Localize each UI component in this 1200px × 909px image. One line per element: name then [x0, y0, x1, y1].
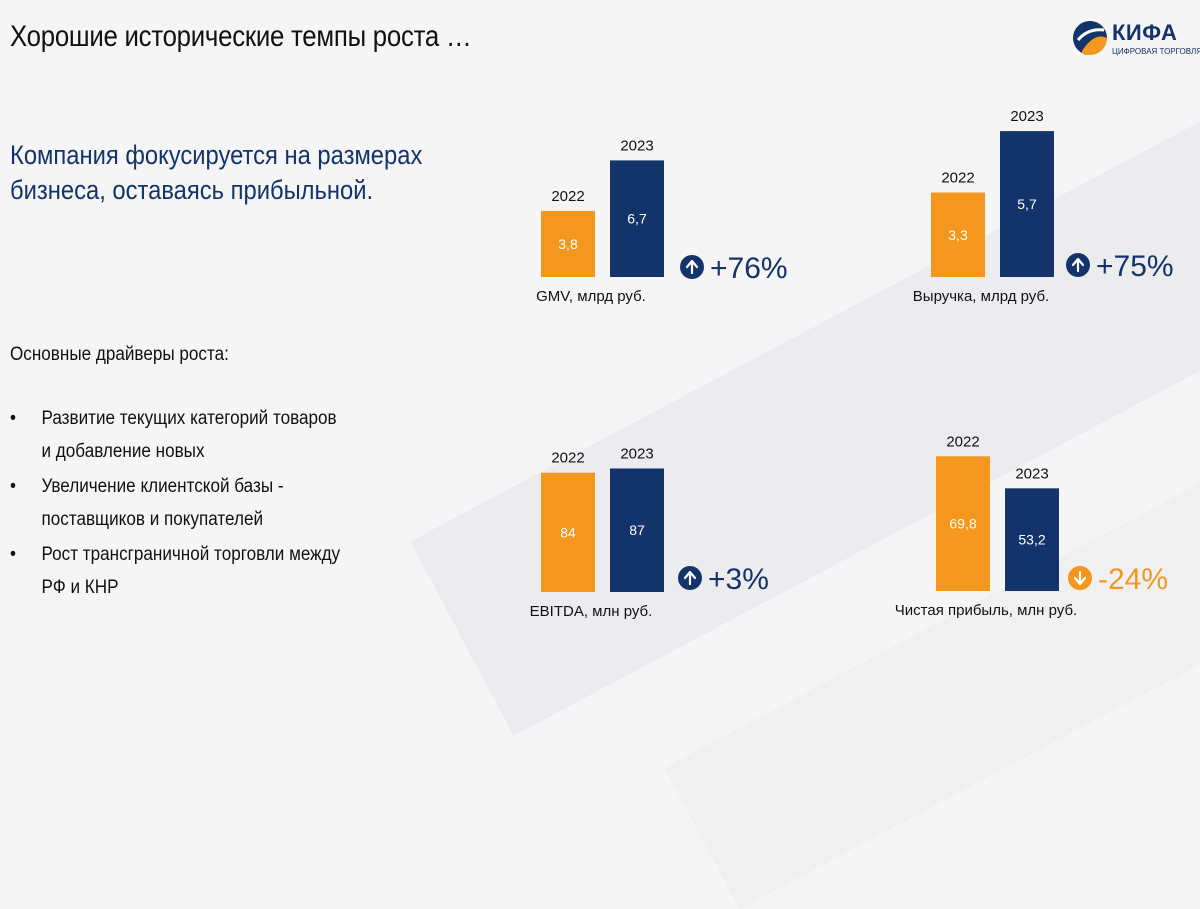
- arrow-up-icon: [678, 566, 702, 590]
- chart-svg: 2022 84 2023 87 EBITDA, млн руб. +3%: [530, 445, 769, 620]
- driver-item: • Рост трансграничной торговли между РФ …: [10, 538, 420, 604]
- arrow-up-icon: [1066, 253, 1090, 277]
- year-label: 2022: [551, 450, 584, 467]
- value-label: 5,7: [1017, 196, 1037, 212]
- kifa-logo: КИФА ЦИФРОВАЯ ТОРГОВЛЯ: [1070, 18, 1200, 64]
- year-label: 2023: [620, 137, 653, 154]
- bar-2023: [610, 468, 664, 592]
- ebitda-chart: 2022 84 2023 87 EBITDA, млн руб. +3%: [520, 430, 790, 620]
- headline-line-2: бизнеса, оставаясь прибыльной.: [10, 175, 374, 205]
- bar-2022: [931, 192, 985, 277]
- arrow-down-icon: [1068, 566, 1092, 590]
- change-label: +3%: [708, 563, 769, 596]
- logo-wordmark: КИФА: [1112, 20, 1178, 45]
- driver-item: • Увеличение клиентской базы - поставщик…: [10, 470, 420, 536]
- change-label: +75%: [1096, 250, 1174, 283]
- chart-title: Чистая прибыль, млн руб.: [895, 602, 1077, 619]
- bullet: •: [10, 544, 16, 565]
- year-label: 2022: [551, 188, 584, 205]
- bar-2023: [1005, 488, 1059, 591]
- bar-2022: [936, 456, 990, 591]
- value-label: 69,8: [949, 516, 976, 532]
- year-label: 2022: [941, 170, 974, 187]
- driver-item-line-2: поставщиков и покупателей: [41, 509, 264, 530]
- year-label: 2023: [1015, 465, 1048, 482]
- year-label: 2023: [1010, 108, 1043, 125]
- bar-2022: [541, 472, 595, 592]
- chart-svg: 2022 69,8 2023 53,2 Чистая прибыль, млн руб.…: [895, 433, 1168, 619]
- bullet: •: [10, 476, 16, 497]
- chart-svg: 2022 3,3 2023 5,7 Выручка, млрд руб. +75%: [913, 108, 1174, 305]
- bullet: •: [10, 408, 16, 429]
- bar-2022: [541, 210, 595, 277]
- driver-item-line-1: Увеличение клиентской базы -: [41, 476, 284, 497]
- value-label: 84: [560, 524, 576, 540]
- headline: Компания фокусируется на размерах бизнес…: [10, 138, 422, 208]
- value-label: 3,3: [948, 227, 968, 243]
- chart-title: GMV, млрд руб.: [536, 288, 646, 305]
- revenue-chart: 2022 3,3 2023 5,7 Выручка, млрд руб. +75%: [910, 100, 1180, 310]
- change-label: -24%: [1098, 563, 1168, 596]
- drivers-heading: Основные драйверы роста:: [10, 344, 229, 365]
- chart-svg: 2022 3,8 2023 6,7 GMV, млрд руб. +76%: [536, 137, 788, 305]
- year-label: 2022: [946, 433, 979, 450]
- driver-item-line-2: и добавление новых: [41, 441, 205, 462]
- bar-2023: [1000, 131, 1054, 277]
- driver-item-line-2: РФ и КНР: [41, 577, 119, 598]
- change-label: +76%: [710, 252, 788, 285]
- chart-title: Выручка, млрд руб.: [913, 288, 1049, 305]
- logo-subtitle: ЦИФРОВАЯ ТОРГОВЛЯ: [1112, 47, 1200, 56]
- driver-item-line-1: Рост трансграничной торговли между: [41, 544, 341, 565]
- year-label: 2023: [620, 445, 653, 462]
- headline-line-1: Компания фокусируется на размерах: [10, 140, 423, 170]
- gmv-chart: 2022 3,8 2023 6,7 GMV, млрд руб. +76%: [520, 110, 790, 310]
- arrow-up-icon: [680, 255, 704, 279]
- chart-title: EBITDA, млн руб.: [530, 603, 653, 620]
- kifa-logo-icon: [1073, 21, 1107, 55]
- value-label: 6,7: [627, 211, 647, 227]
- drivers-list: • Развитие текущих категорий товаров и д…: [10, 402, 465, 606]
- page-title: Хорошие исторические темпы роста …: [10, 20, 472, 53]
- driver-item-line-1: Развитие текущих категорий товаров: [41, 408, 337, 429]
- value-label: 53,2: [1018, 532, 1045, 548]
- value-label: 3,8: [558, 236, 578, 252]
- value-label: 87: [629, 522, 645, 538]
- net-profit-chart: 2022 69,8 2023 53,2 Чистая прибыль, млн руб.…: [895, 425, 1180, 625]
- driver-item: • Развитие текущих категорий товаров и д…: [10, 402, 420, 468]
- bar-2023: [610, 160, 664, 277]
